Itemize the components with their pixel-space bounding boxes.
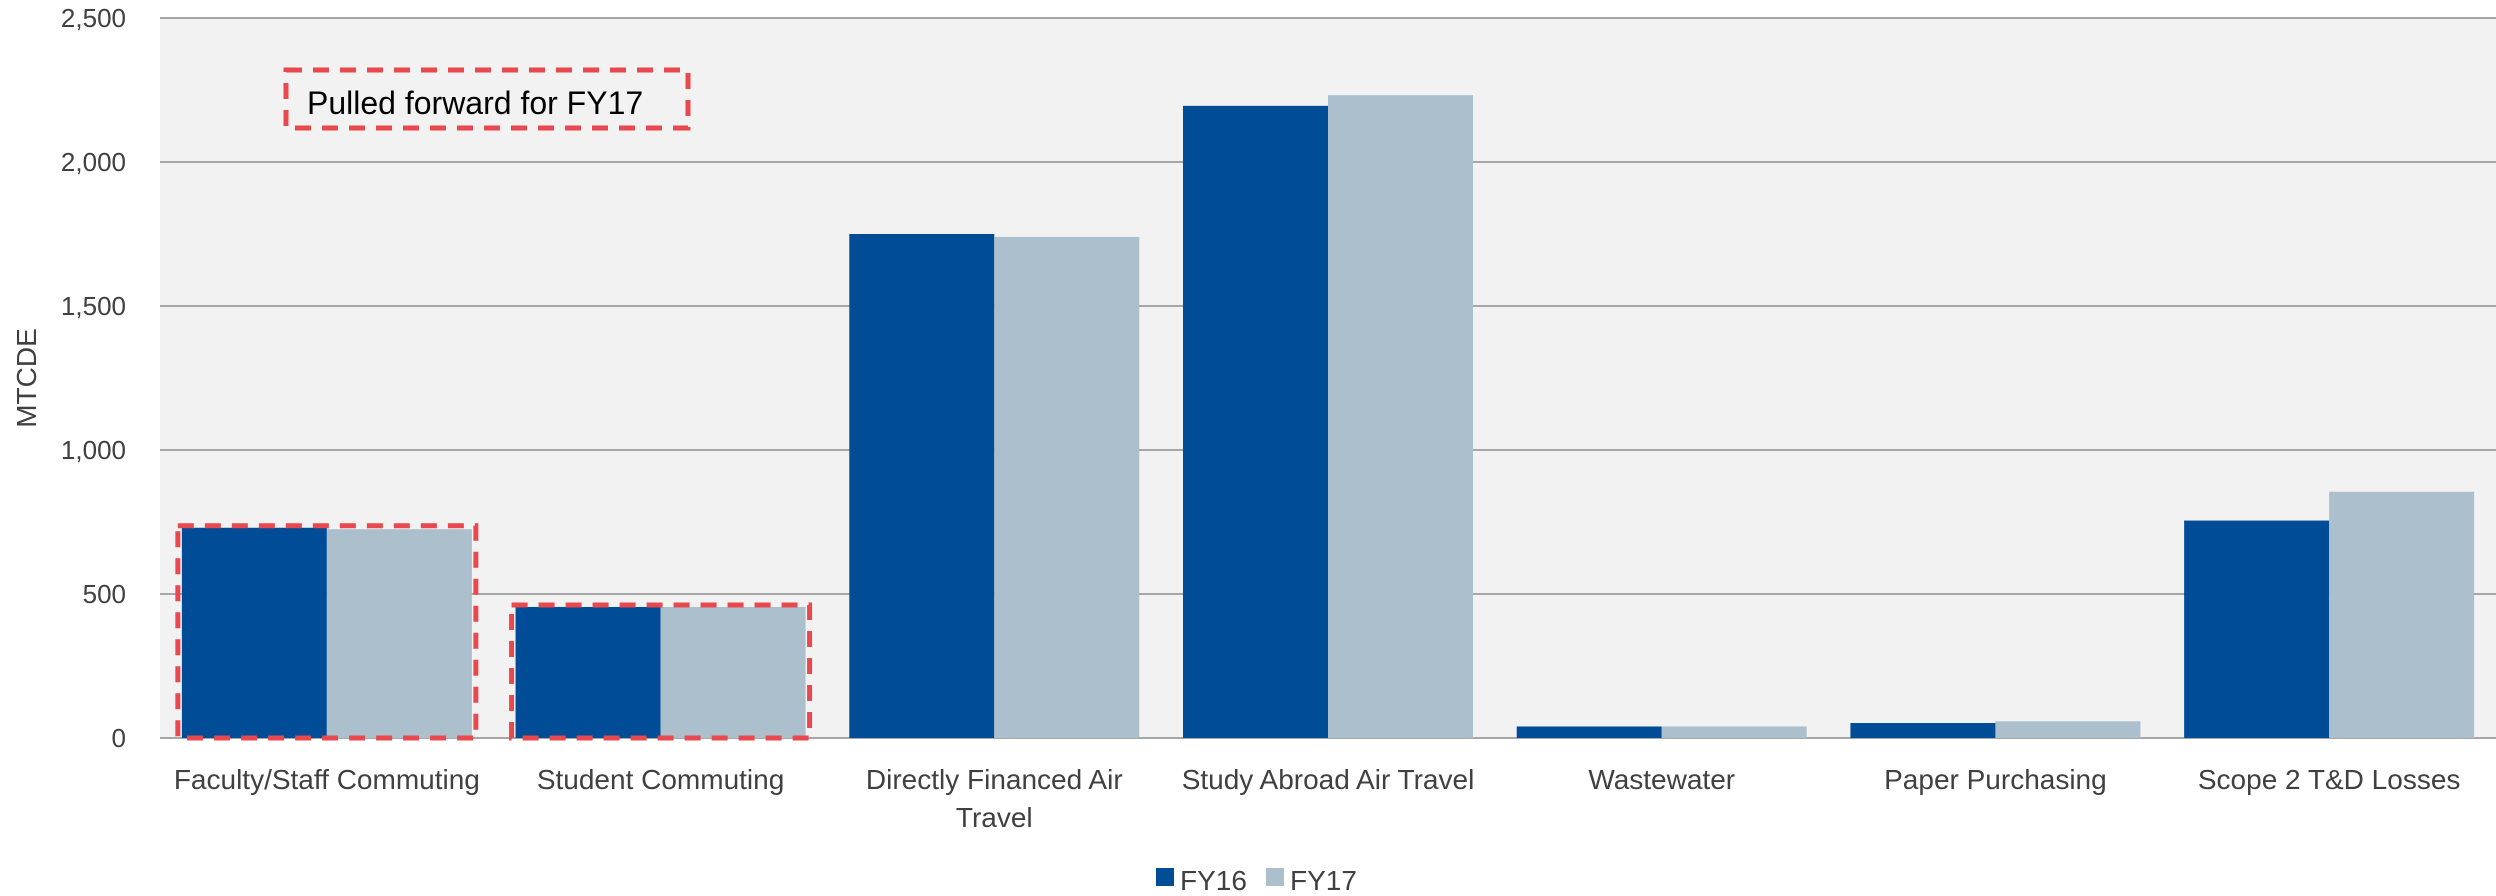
bar-fy17 (994, 236, 1140, 738)
y-axis-label: MTCDE (11, 328, 42, 428)
legend-swatch-fy16 (1156, 868, 1174, 886)
y-tick-label: 0 (112, 723, 126, 753)
bar-fy17 (1328, 95, 1473, 738)
y-tick-label: 2,000 (61, 147, 126, 177)
bar-fy17 (326, 529, 472, 738)
bar-fy16 (2184, 520, 2330, 738)
category-label: Student Commuting (537, 764, 784, 795)
y-tick-label: 500 (83, 579, 126, 609)
bar-fy17 (1995, 721, 2141, 738)
bar-fy16 (849, 234, 995, 738)
category-label: Faculty/Staff Commuting (174, 764, 480, 795)
annotation-text: Pulled forward for FY17 (307, 85, 643, 121)
legend: FY16 FY17 (1156, 865, 1357, 896)
y-tick-label: 2,500 (61, 3, 126, 33)
y-axis-tick-labels: 0 500 1,000 1,500 2,000 2,500 (61, 3, 126, 753)
bar-fy17 (2329, 491, 2475, 738)
category-label: Paper Purchasing (1884, 764, 2107, 795)
bar-fy17 (1661, 726, 1807, 738)
category-label: Scope 2 T&D Losses (2198, 764, 2461, 795)
bar-fy16 (1183, 105, 1328, 739)
category-label: Wastewater (1588, 764, 1735, 795)
legend-label-fy16: FY16 (1180, 865, 1247, 896)
bars (181, 95, 2475, 739)
bar-fy16 (1516, 726, 1662, 738)
highlight-box (509, 602, 813, 741)
annotation-box (283, 67, 691, 131)
category-label: Directly Financed Air (866, 764, 1123, 795)
category-labels: Faculty/Staff Commuting Student Commuting… (174, 764, 2461, 833)
bar-fy17 (660, 606, 806, 738)
legend-swatch-fy17 (1266, 868, 1284, 886)
annotation-callout: Pulled forward for FY17 (283, 67, 691, 131)
y-tick-label: 1,500 (61, 291, 126, 321)
highlight-boxes (175, 523, 813, 741)
y-tick-label: 1,000 (61, 435, 126, 465)
category-label: Study Abroad Air Travel (1182, 764, 1475, 795)
bar-fy16 (515, 606, 661, 738)
highlight-box (175, 523, 479, 741)
bar-fy16 (1850, 723, 1996, 738)
bar-fy16 (181, 527, 327, 738)
category-label: Travel (956, 802, 1033, 833)
legend-label-fy17: FY17 (1290, 865, 1357, 896)
